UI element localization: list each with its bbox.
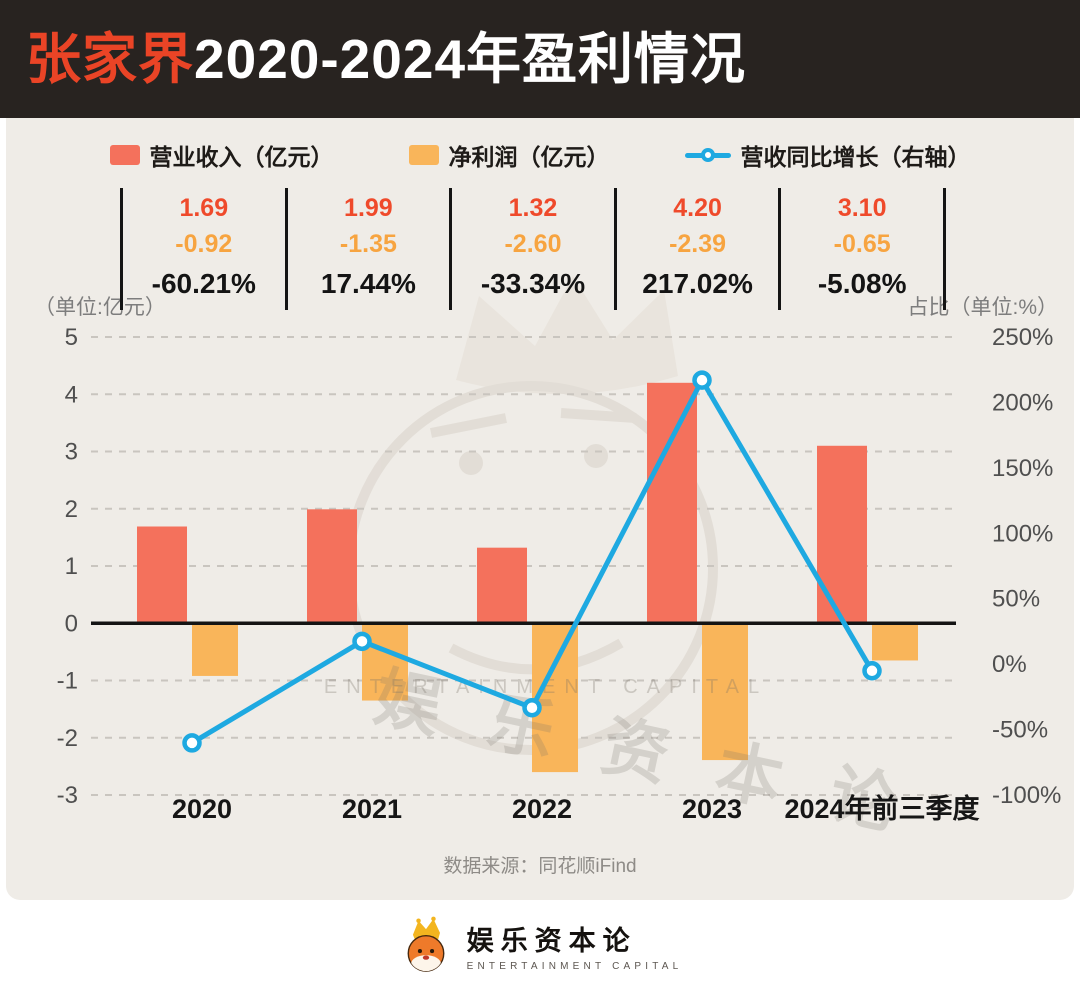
stat-growth: -33.34% bbox=[480, 268, 586, 299]
title-highlight: 张家界 bbox=[26, 27, 195, 90]
stat-revenue: 1.99 bbox=[344, 194, 393, 222]
chart-card: 营业收入（亿元） 净利润（亿元） 营收同比增长（右轴） 1.69 -0.92 -60.2… bbox=[6, 118, 1074, 900]
right-axis-tick: 200% bbox=[992, 389, 1053, 416]
stat-revenue: 4.20 bbox=[673, 194, 722, 222]
bar-revenue-2022 bbox=[477, 547, 527, 624]
bar-net-profit-2023 bbox=[702, 623, 748, 761]
brand-text: 娱乐资本论 ENTERTAINMENT CAPITAL bbox=[467, 919, 683, 972]
stat-net-profit: -2.39 bbox=[669, 230, 727, 258]
legend-item-growth: 营收同比增长（右轴） bbox=[684, 138, 971, 172]
brand-name: 娱乐资本论 bbox=[466, 925, 637, 956]
bar-revenue-2023 bbox=[647, 382, 697, 624]
stat-net-profit: -0.92 bbox=[175, 230, 233, 258]
legend-line-marker-icon bbox=[684, 147, 731, 163]
right-axis-tick: 150% bbox=[992, 455, 1053, 482]
line-point-2022 bbox=[522, 698, 542, 718]
legend-swatch-icon bbox=[408, 145, 439, 165]
bar-net-profit-2020 bbox=[192, 623, 238, 676]
left-axis-unit: （单位:亿元） bbox=[34, 296, 166, 319]
stat-revenue: 1.69 bbox=[179, 194, 229, 222]
stat-growth: 217.02% bbox=[642, 268, 753, 299]
stats-column-2021: 1.99 -1.35 17.44% bbox=[288, 188, 453, 310]
legend-label: 营业收入（亿元） bbox=[149, 144, 334, 170]
chart-legend: 营业收入（亿元） 净利润（亿元） 营收同比增长（右轴） bbox=[6, 138, 1074, 172]
mascot-logo-icon bbox=[407, 916, 445, 972]
title-rest: 2020-2024年盈利情况 bbox=[194, 27, 747, 90]
stat-growth: 17.44% bbox=[320, 268, 416, 299]
line-point-2023 bbox=[692, 370, 712, 390]
data-source: 数据来源：同花顺iFind bbox=[443, 856, 637, 877]
line-point-2024年前三季度 bbox=[862, 661, 882, 681]
right-axis-tick: 50% bbox=[992, 586, 1040, 613]
line-point-2020 bbox=[182, 733, 202, 753]
header: 张家界2020-2024年盈利情况 bbox=[0, 0, 1080, 118]
stats-column-2023: 4.20 -2.39 217.02% bbox=[617, 188, 782, 310]
legend-label: 营收同比增长（右轴） bbox=[740, 144, 971, 170]
x-label-2024年前三季度: 2024年前三季度 bbox=[784, 793, 979, 824]
x-label-2022: 2022 bbox=[512, 794, 572, 824]
legend-item-revenue: 营业收入（亿元） bbox=[109, 138, 334, 172]
legend-item-net-profit: 净利润（亿元） bbox=[408, 138, 610, 172]
stat-net-profit: -1.35 bbox=[339, 230, 397, 258]
profit-chart: 5 4 3 2 1 0 -1 -2 -3 250% 200% 150% 100% 50% 0% -50% -10… bbox=[34, 276, 1061, 845]
left-axis-tick: 5 bbox=[65, 324, 78, 351]
x-label-2020: 2020 bbox=[172, 794, 232, 824]
stat-revenue: 1.32 bbox=[508, 194, 558, 222]
left-axis-tick: 1 bbox=[65, 553, 78, 580]
footer: 娱乐资本论 ENTERTAINMENT CAPITAL bbox=[0, 900, 1080, 990]
left-axis-tick: 4 bbox=[65, 381, 78, 408]
right-axis-tick: 250% bbox=[992, 324, 1053, 351]
right-axis-tick: -100% bbox=[992, 782, 1061, 809]
stat-growth: -5.08% bbox=[817, 268, 907, 299]
line-point-2021 bbox=[352, 631, 372, 652]
right-axis-tick: 100% bbox=[992, 520, 1053, 547]
left-axis-tick: -1 bbox=[57, 668, 78, 695]
stat-net-profit: -2.60 bbox=[504, 230, 562, 258]
left-axis-tick: -3 bbox=[57, 782, 78, 809]
right-axis-tick: 0% bbox=[992, 651, 1027, 678]
left-axis-tick: -2 bbox=[57, 725, 78, 752]
left-axis-tick: 0 bbox=[65, 610, 78, 637]
left-axis-tick: 2 bbox=[65, 496, 78, 523]
bar-revenue-2021 bbox=[307, 509, 357, 624]
left-axis-tick: 3 bbox=[65, 439, 78, 466]
stats-table: 1.69 -0.92 -60.21% 1.99 -1.35 17.44% 1.32 -2.60… bbox=[120, 188, 946, 310]
x-label-2021: 2021 bbox=[342, 794, 402, 824]
x-label-2023: 2023 bbox=[682, 794, 742, 824]
bar-net-profit-2024年前三季度 bbox=[872, 623, 918, 661]
bar-revenue-2020 bbox=[137, 526, 187, 624]
brand-logo: 娱乐资本论 ENTERTAINMENT CAPITAL bbox=[398, 913, 683, 977]
brand-subtitle: ENTERTAINMENT CAPITAL bbox=[466, 960, 683, 972]
stat-revenue: 3.10 bbox=[837, 194, 887, 222]
stat-net-profit: -0.65 bbox=[833, 230, 891, 258]
stat-growth: -60.21% bbox=[151, 268, 256, 299]
bar-revenue-2024年前三季度 bbox=[817, 445, 867, 624]
legend-label: 净利润（亿元） bbox=[448, 144, 610, 170]
stats-column-2020: 1.69 -0.92 -60.21% bbox=[123, 188, 288, 310]
stats-column-2024年前三季度: 3.10 -0.65 -5.08% bbox=[781, 188, 946, 310]
legend-swatch-icon bbox=[109, 145, 140, 165]
page-title: 张家界2020-2024年盈利情况 bbox=[26, 31, 746, 87]
right-axis-tick: -50% bbox=[992, 717, 1048, 744]
stats-column-2022: 1.32 -2.60 -33.34% bbox=[452, 188, 617, 310]
